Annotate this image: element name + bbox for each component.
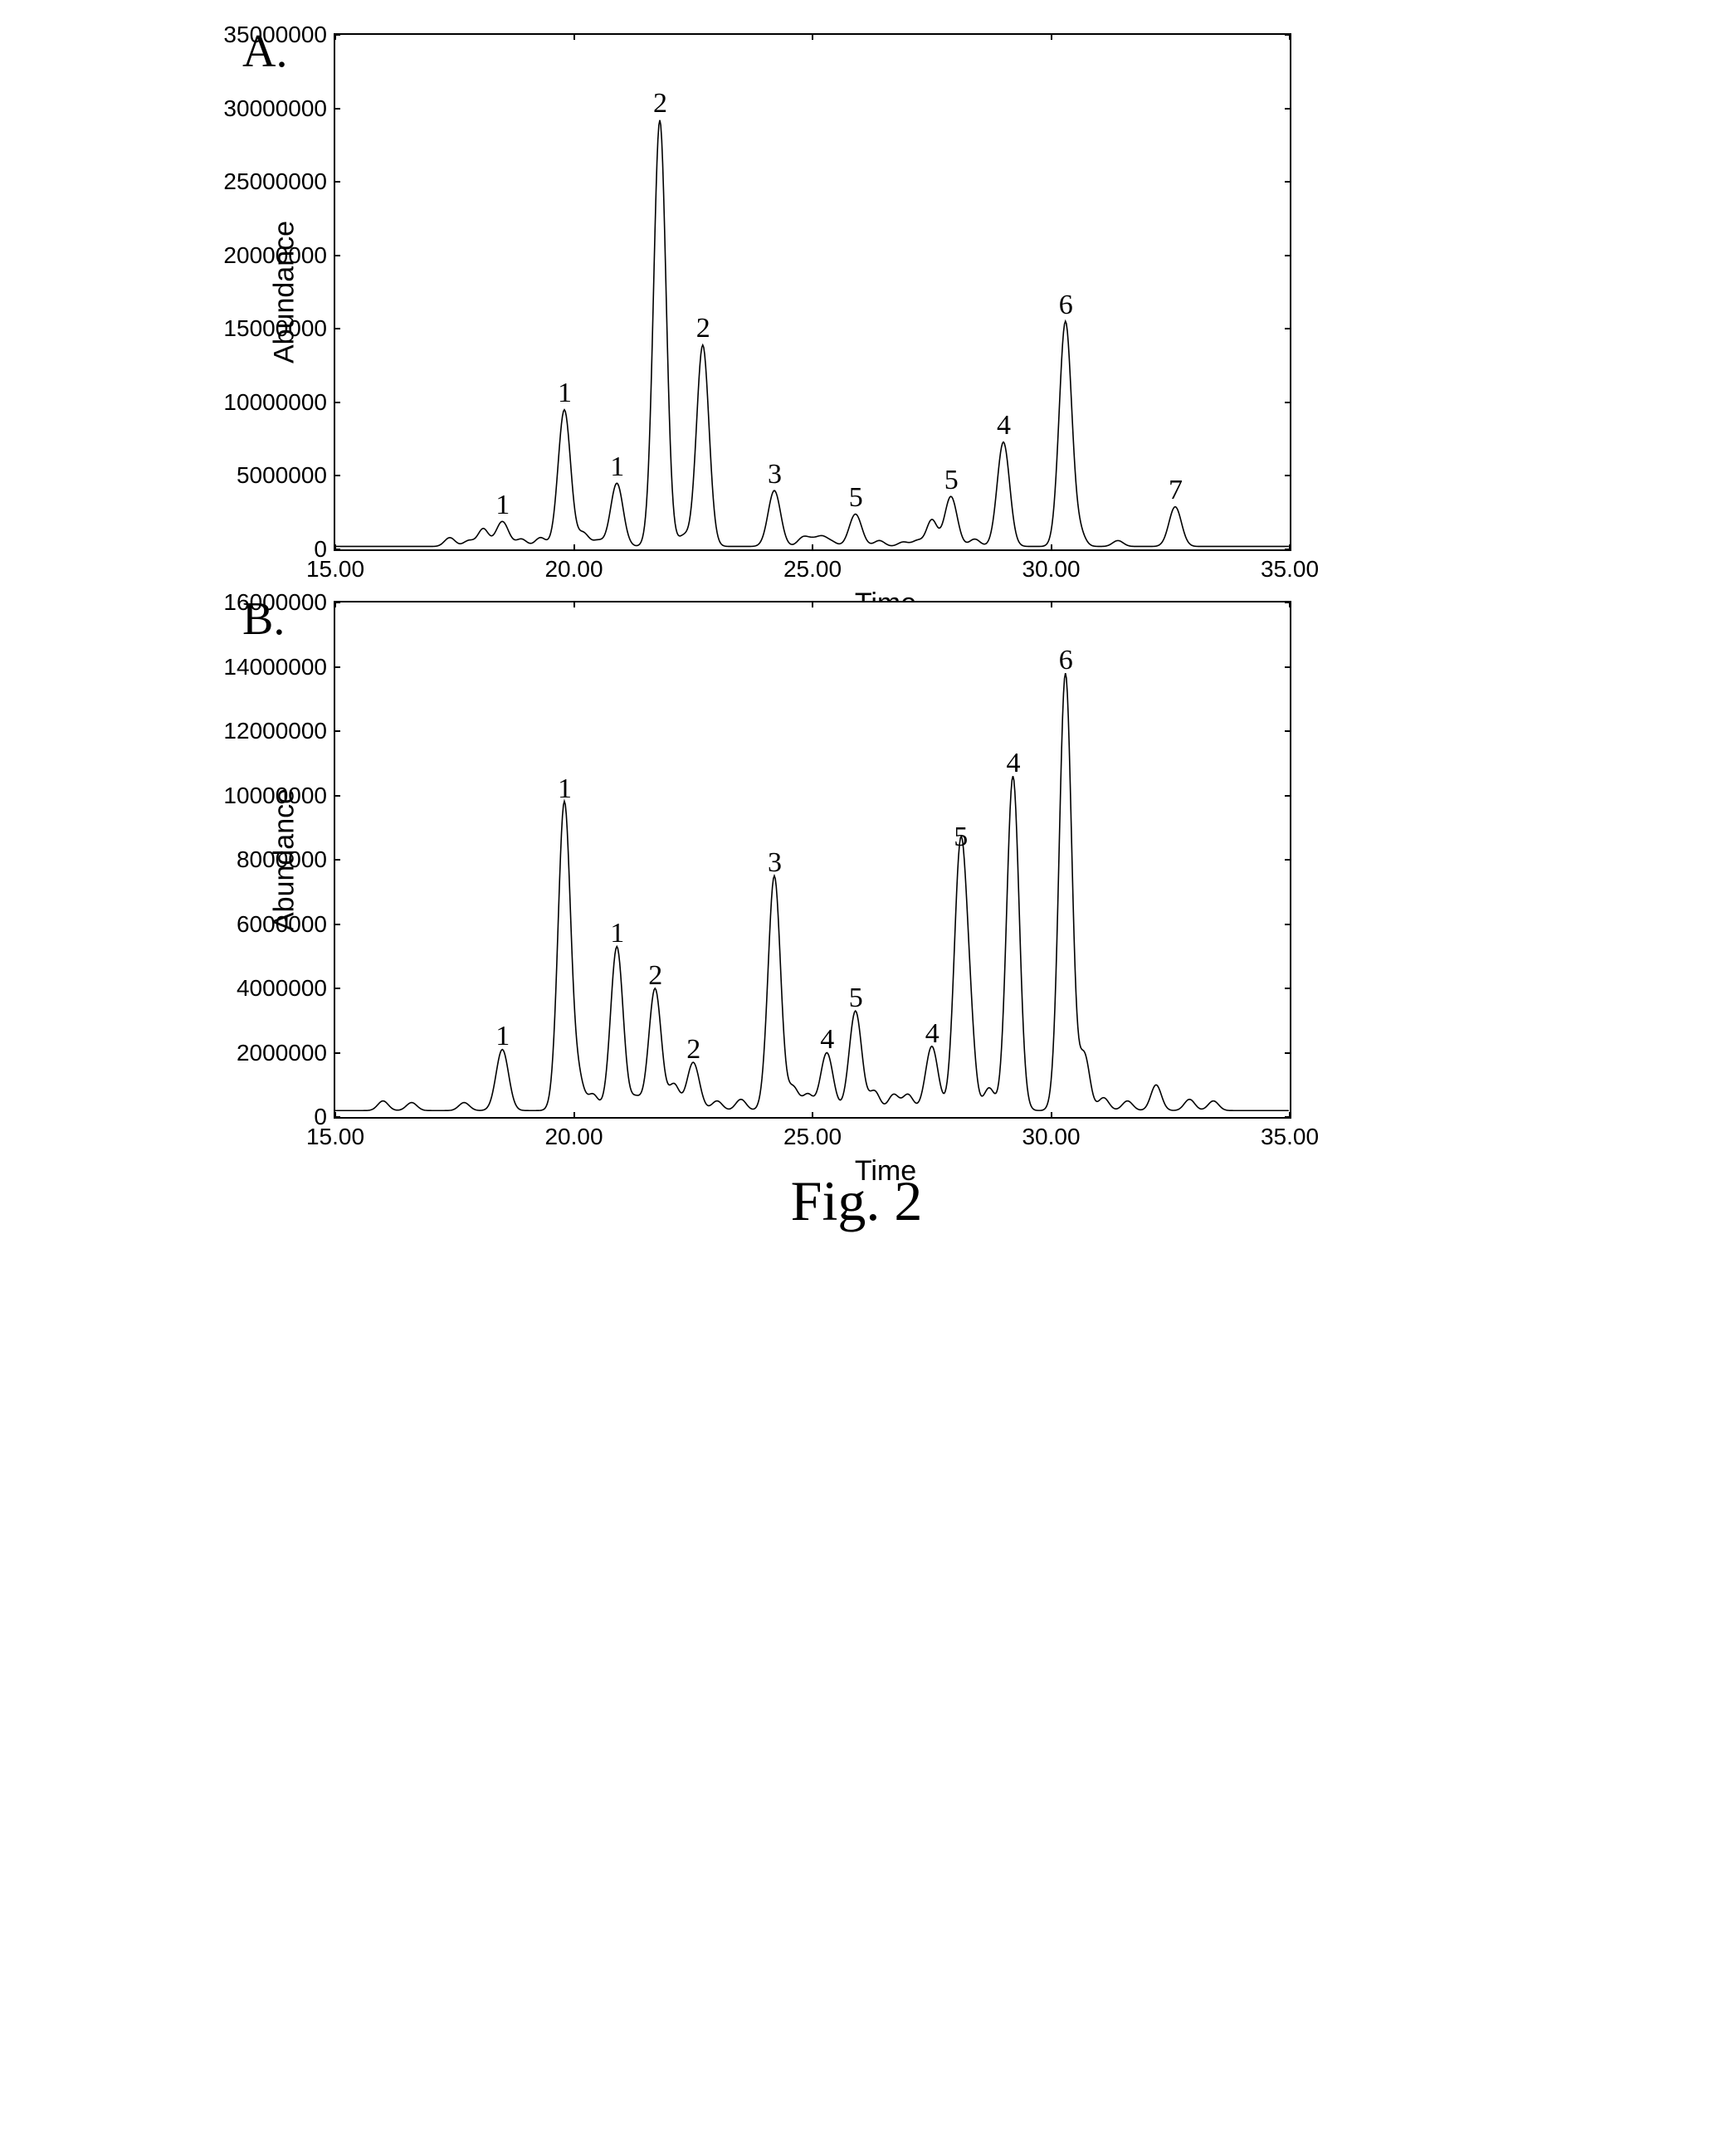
peak-label: 6 <box>1059 645 1073 676</box>
y-tick-label: 14000000 <box>223 654 335 680</box>
y-tick-label: 30000000 <box>223 95 335 122</box>
y-tick-label: 25000000 <box>223 168 335 195</box>
peak-label: 7 <box>1169 475 1183 506</box>
panel-b: B. 0200000040000006000000800000010000000… <box>276 601 1437 1119</box>
y-tick-label: 12000000 <box>223 718 335 744</box>
peak-label: 4 <box>820 1024 834 1056</box>
x-tick-label: 25.00 <box>783 1117 842 1150</box>
panel-b-chart: 0200000040000006000000800000010000000120… <box>334 601 1437 1119</box>
peak-label: 3 <box>768 459 782 490</box>
y-tick-label: 35000000 <box>223 22 335 48</box>
chromatogram-trace <box>335 602 1290 1117</box>
panel-b-ylabel: Abundance <box>269 788 301 931</box>
peak-label: 2 <box>696 313 710 344</box>
x-tick-label: 30.00 <box>1022 549 1080 583</box>
y-tick-label: 2000000 <box>237 1040 335 1066</box>
peak-label: 5 <box>849 983 863 1014</box>
x-tick-label: 20.00 <box>544 549 603 583</box>
y-tick-label: 5000000 <box>237 462 335 489</box>
x-tick-label: 15.00 <box>306 549 364 583</box>
peak-label: 2 <box>648 960 662 992</box>
peak-label: 6 <box>1059 290 1073 321</box>
y-tick-label: 16000000 <box>223 589 335 616</box>
panel-a-ylabel: Abundance <box>269 221 301 363</box>
peak-label: 1 <box>558 773 572 805</box>
x-tick-label: 20.00 <box>544 1117 603 1150</box>
peak-label: 2 <box>686 1034 700 1066</box>
x-tick-label: 15.00 <box>306 1117 364 1150</box>
peak-label: 1 <box>610 451 624 483</box>
panel-a: A. 0500000010000000150000002000000025000… <box>276 33 1437 551</box>
x-tick-label: 30.00 <box>1022 1117 1080 1150</box>
x-tick-label: 25.00 <box>783 549 842 583</box>
panel-b-xlabel: Time <box>855 1155 916 1188</box>
peak-label: 4 <box>925 1018 939 1050</box>
panel-a-plot-box: 0500000010000000150000002000000025000000… <box>334 33 1291 551</box>
peak-label: 1 <box>558 378 572 409</box>
peak-label: 5 <box>944 465 959 496</box>
peak-label: 1 <box>610 918 624 949</box>
peak-label: 4 <box>997 410 1011 441</box>
peak-label: 1 <box>495 1021 510 1052</box>
peak-label: 1 <box>495 490 510 521</box>
y-tick-label: 4000000 <box>237 975 335 1002</box>
peak-label: 3 <box>768 847 782 879</box>
figure-2: A. 0500000010000000150000002000000025000… <box>276 33 1437 1234</box>
panel-b-plot-box: 0200000040000006000000800000010000000120… <box>334 601 1291 1119</box>
x-tick-label: 35.00 <box>1261 549 1319 583</box>
chromatogram-trace <box>335 35 1290 549</box>
peak-label: 5 <box>849 482 863 514</box>
peak-label: 4 <box>1007 748 1021 779</box>
panel-a-chart: 0500000010000000150000002000000025000000… <box>334 33 1437 551</box>
peak-label: 5 <box>954 822 968 853</box>
peak-label: 2 <box>653 88 667 120</box>
y-tick-label: 10000000 <box>223 389 335 416</box>
x-tick-label: 35.00 <box>1261 1117 1319 1150</box>
